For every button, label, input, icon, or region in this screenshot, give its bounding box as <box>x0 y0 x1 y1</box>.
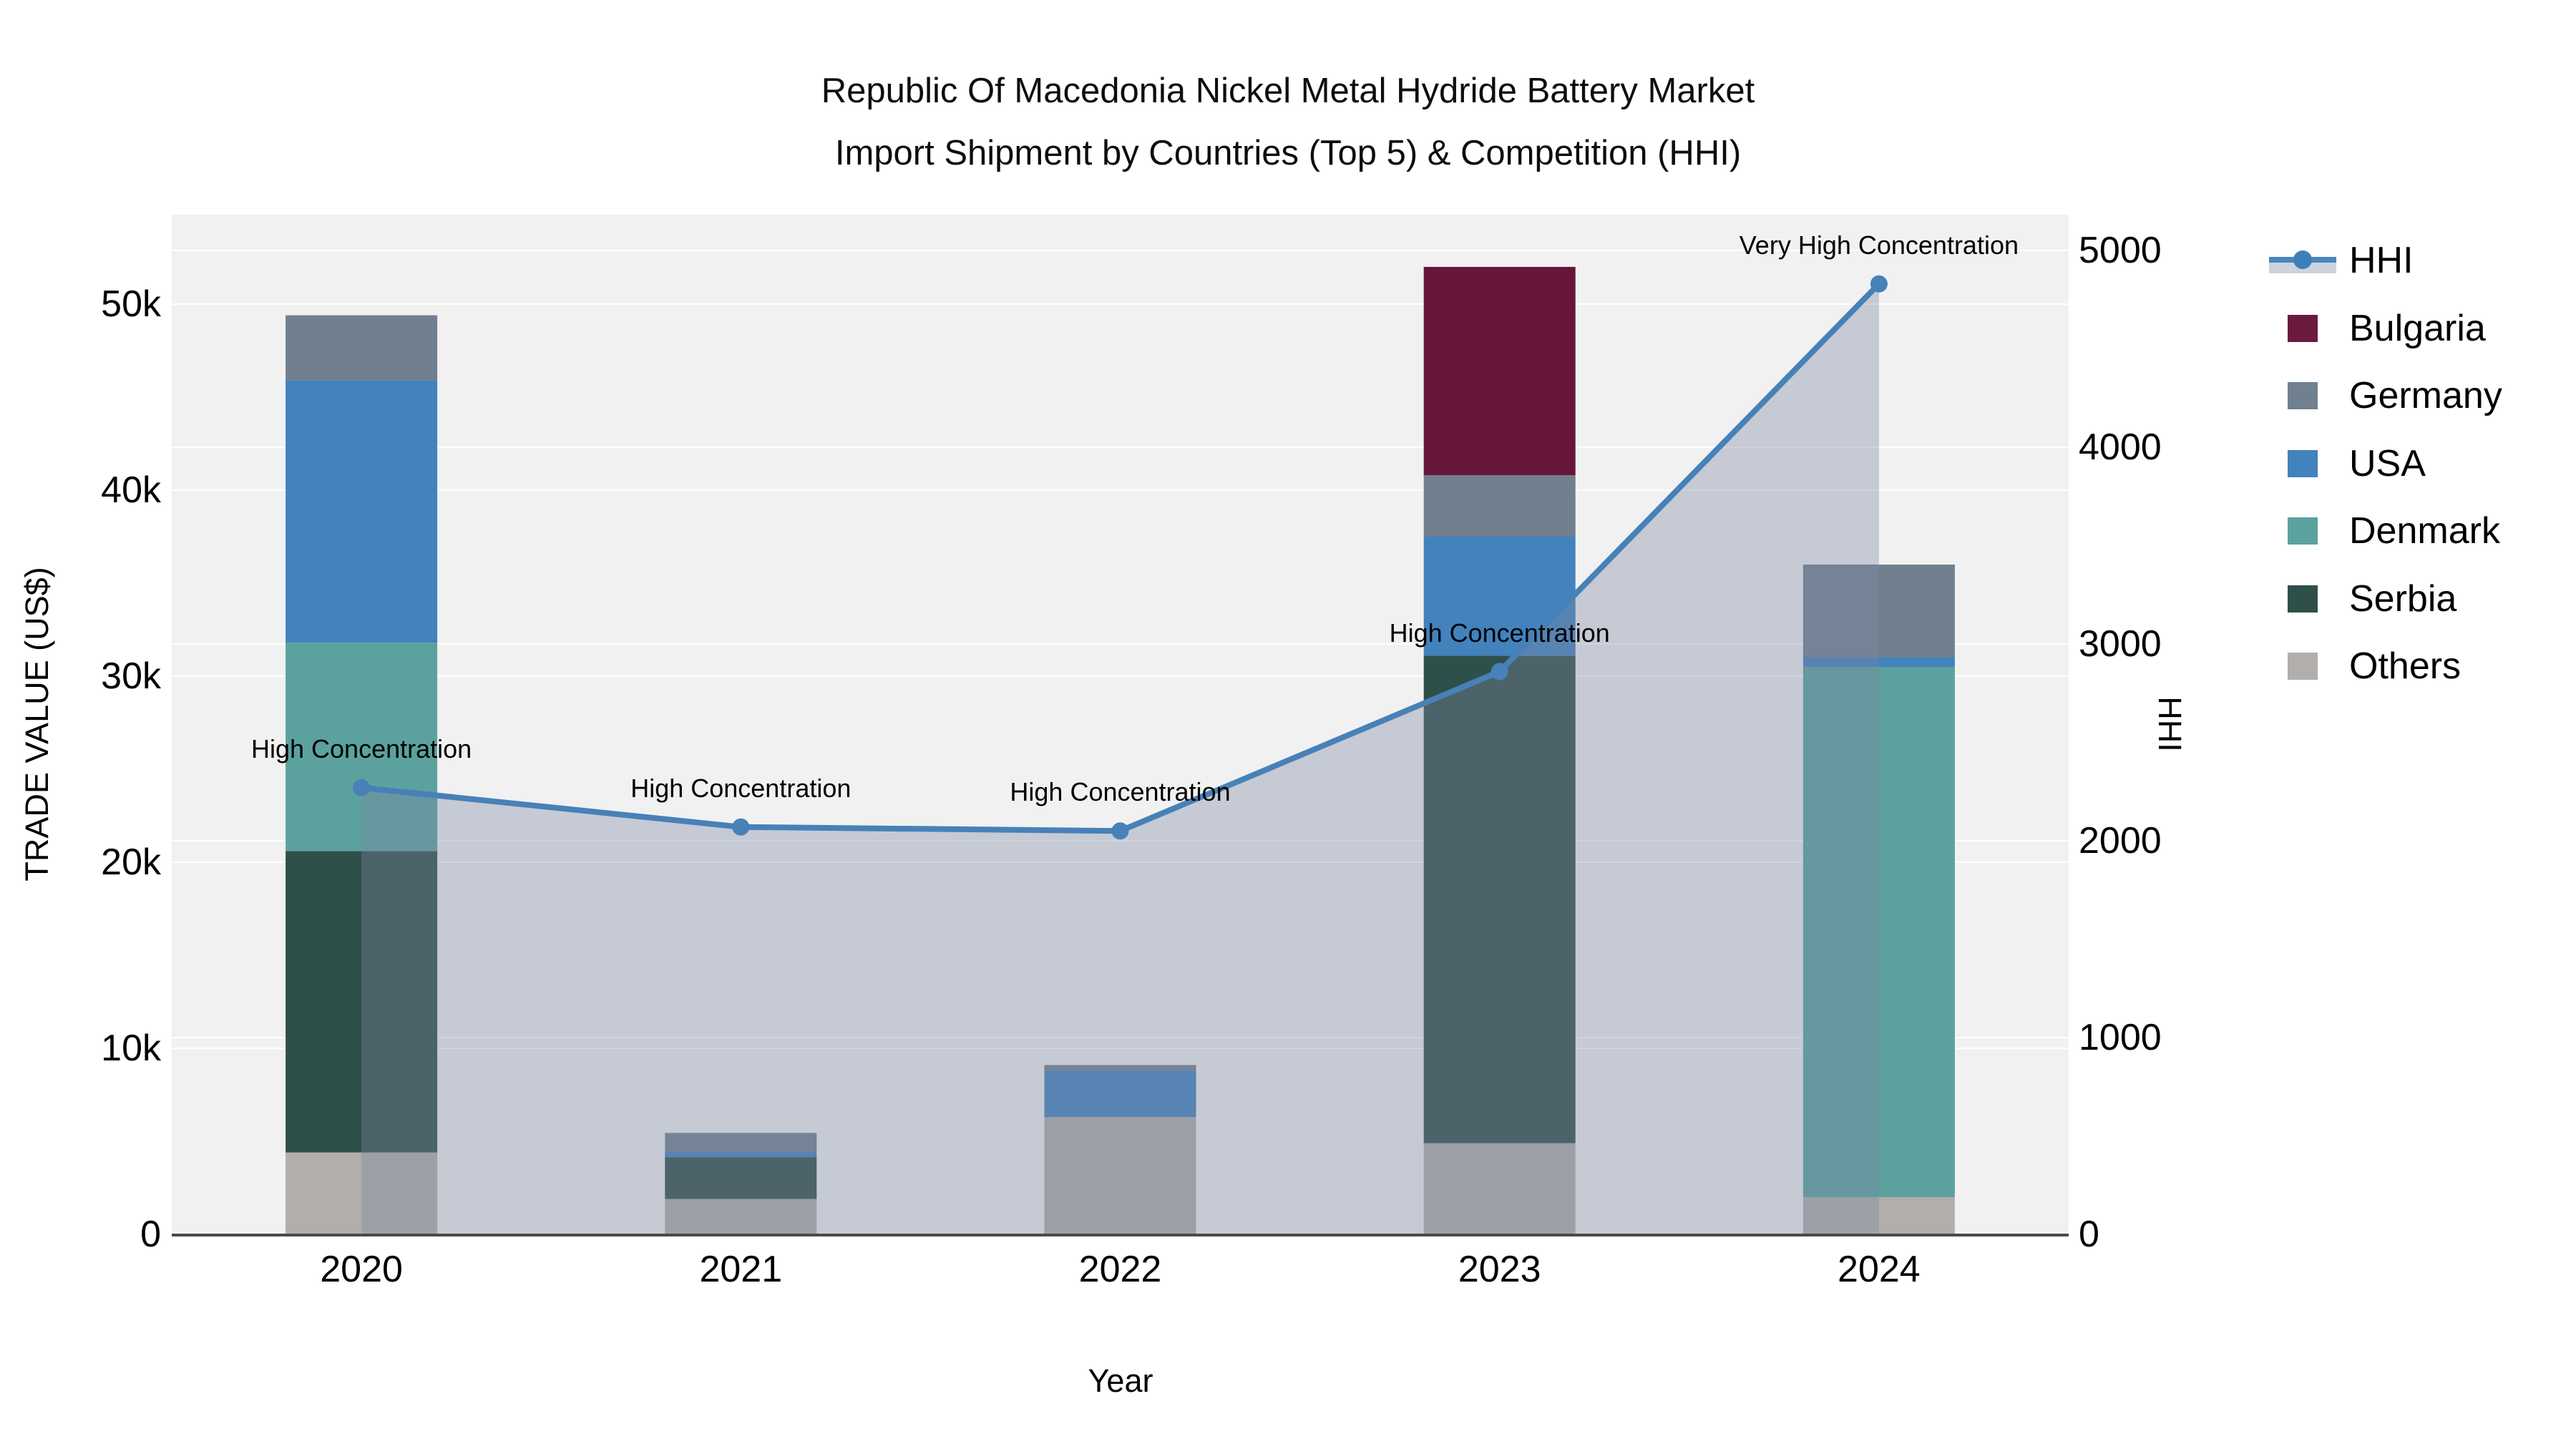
annotation-2024: Very High Concentration <box>1739 230 2019 260</box>
legend-label-bulgaria: Bulgaria <box>2349 307 2486 349</box>
y-right-tick-2000: 2000 <box>2079 820 2162 862</box>
legend-swatch-denmark <box>2288 517 2318 545</box>
hhi-marker-2022[interactable] <box>1111 822 1129 840</box>
plot-background <box>172 215 2069 1234</box>
hhi-area-fill <box>361 283 1879 1234</box>
bar-segment-2023-bulgaria[interactable] <box>1423 267 1576 476</box>
annotation-2023: High Concentration <box>1389 618 1610 648</box>
legend-label-others: Others <box>2349 645 2462 687</box>
bar-segment-2020-germany[interactable] <box>286 315 438 381</box>
y-left-tick-0: 0 <box>140 1214 161 1255</box>
x-axis-line <box>172 1234 2069 1236</box>
y-axis-title-right: HHI <box>2152 696 2188 752</box>
annotation-2021: High Concentration <box>630 773 852 803</box>
bar-segment-2022-usa[interactable] <box>1044 1070 1196 1118</box>
bar-segment-2021-germany[interactable] <box>665 1133 817 1152</box>
hhi-marker-2023[interactable] <box>1491 663 1508 680</box>
bar-segment-2024-germany[interactable] <box>1802 565 1955 658</box>
bar-segment-2020-serbia[interactable] <box>286 851 438 1153</box>
bar-segment-2022-others[interactable] <box>1044 1117 1196 1234</box>
bar-segment-2024-denmark[interactable] <box>1802 667 1955 1197</box>
legend-swatch-serbia <box>2288 585 2318 613</box>
annotation-2020: High Concentration <box>251 733 472 763</box>
bar-segment-2023-usa[interactable] <box>1423 537 1576 656</box>
y-left-tick-20k: 20k <box>101 841 161 883</box>
bar-segment-2021-others[interactable] <box>665 1199 817 1234</box>
bar-segment-2022-germany[interactable] <box>1044 1065 1196 1071</box>
chart-title-line2: Import Shipment by Countries (Top 5) & C… <box>834 134 1742 172</box>
legend-swatch-bulgaria <box>2288 314 2318 342</box>
legend-swatch-others <box>2288 653 2318 680</box>
y-right-tick-1000: 1000 <box>2079 1017 2162 1058</box>
hhi-marker-2021[interactable] <box>732 818 750 836</box>
legend-label-hhi: HHI <box>2349 240 2414 281</box>
x-tick-2020: 2020 <box>320 1249 403 1290</box>
y-left-tick-50k: 50k <box>101 283 161 325</box>
bar-segment-2024-others[interactable] <box>1802 1197 1955 1234</box>
x-axis-title: Year <box>1088 1362 1153 1399</box>
bar-segment-2020-others[interactable] <box>286 1152 438 1234</box>
hhi-marker-2024[interactable] <box>1870 275 1888 293</box>
hhi-marker-swatch <box>2293 250 2312 269</box>
bar-segment-2024-usa[interactable] <box>1802 658 1955 667</box>
y-right-tick-4000: 4000 <box>2079 426 2162 468</box>
annotation-2022: High Concentration <box>1010 777 1231 807</box>
x-tick-2024: 2024 <box>1838 1249 1921 1290</box>
y-left-tick-40k: 40k <box>101 469 161 511</box>
y-right-tick-0: 0 <box>2079 1214 2099 1255</box>
legend-swatch-germany <box>2288 382 2318 409</box>
legend-label-serbia: Serbia <box>2349 577 2457 620</box>
bar-segment-2021-usa[interactable] <box>665 1151 817 1158</box>
bar-segment-2021-serbia[interactable] <box>665 1157 817 1199</box>
bar-segment-2020-denmark[interactable] <box>286 643 438 852</box>
chart-title-line1: Republic Of Macedonia Nickel Metal Hydri… <box>821 72 1755 110</box>
x-tick-2021: 2021 <box>699 1249 783 1290</box>
y-left-tick-30k: 30k <box>101 655 161 697</box>
legend-label-denmark: Denmark <box>2349 510 2500 552</box>
y-left-tick-10k: 10k <box>101 1028 161 1069</box>
legend-label-germany: Germany <box>2349 375 2502 416</box>
legend-label-usa: USA <box>2349 442 2426 484</box>
chart-title: Republic Of Macedonia Nickel Metal Hydri… <box>0 60 2576 185</box>
x-tick-2022: 2022 <box>1078 1249 1162 1290</box>
y-axis-title-left: TRADE VALUE (US$) <box>19 567 55 882</box>
bar-segment-2023-serbia[interactable] <box>1423 655 1576 1143</box>
bar-segment-2023-germany[interactable] <box>1423 475 1576 537</box>
y-right-tick-5000: 5000 <box>2079 230 2162 271</box>
legend-swatch-usa <box>2288 449 2318 477</box>
bar-segment-2020-usa[interactable] <box>286 380 438 643</box>
bar-segment-2023-others[interactable] <box>1423 1143 1576 1234</box>
x-tick-2023: 2023 <box>1458 1249 1541 1290</box>
y-right-tick-3000: 3000 <box>2079 623 2162 665</box>
hhi-marker-2020[interactable] <box>353 779 371 796</box>
